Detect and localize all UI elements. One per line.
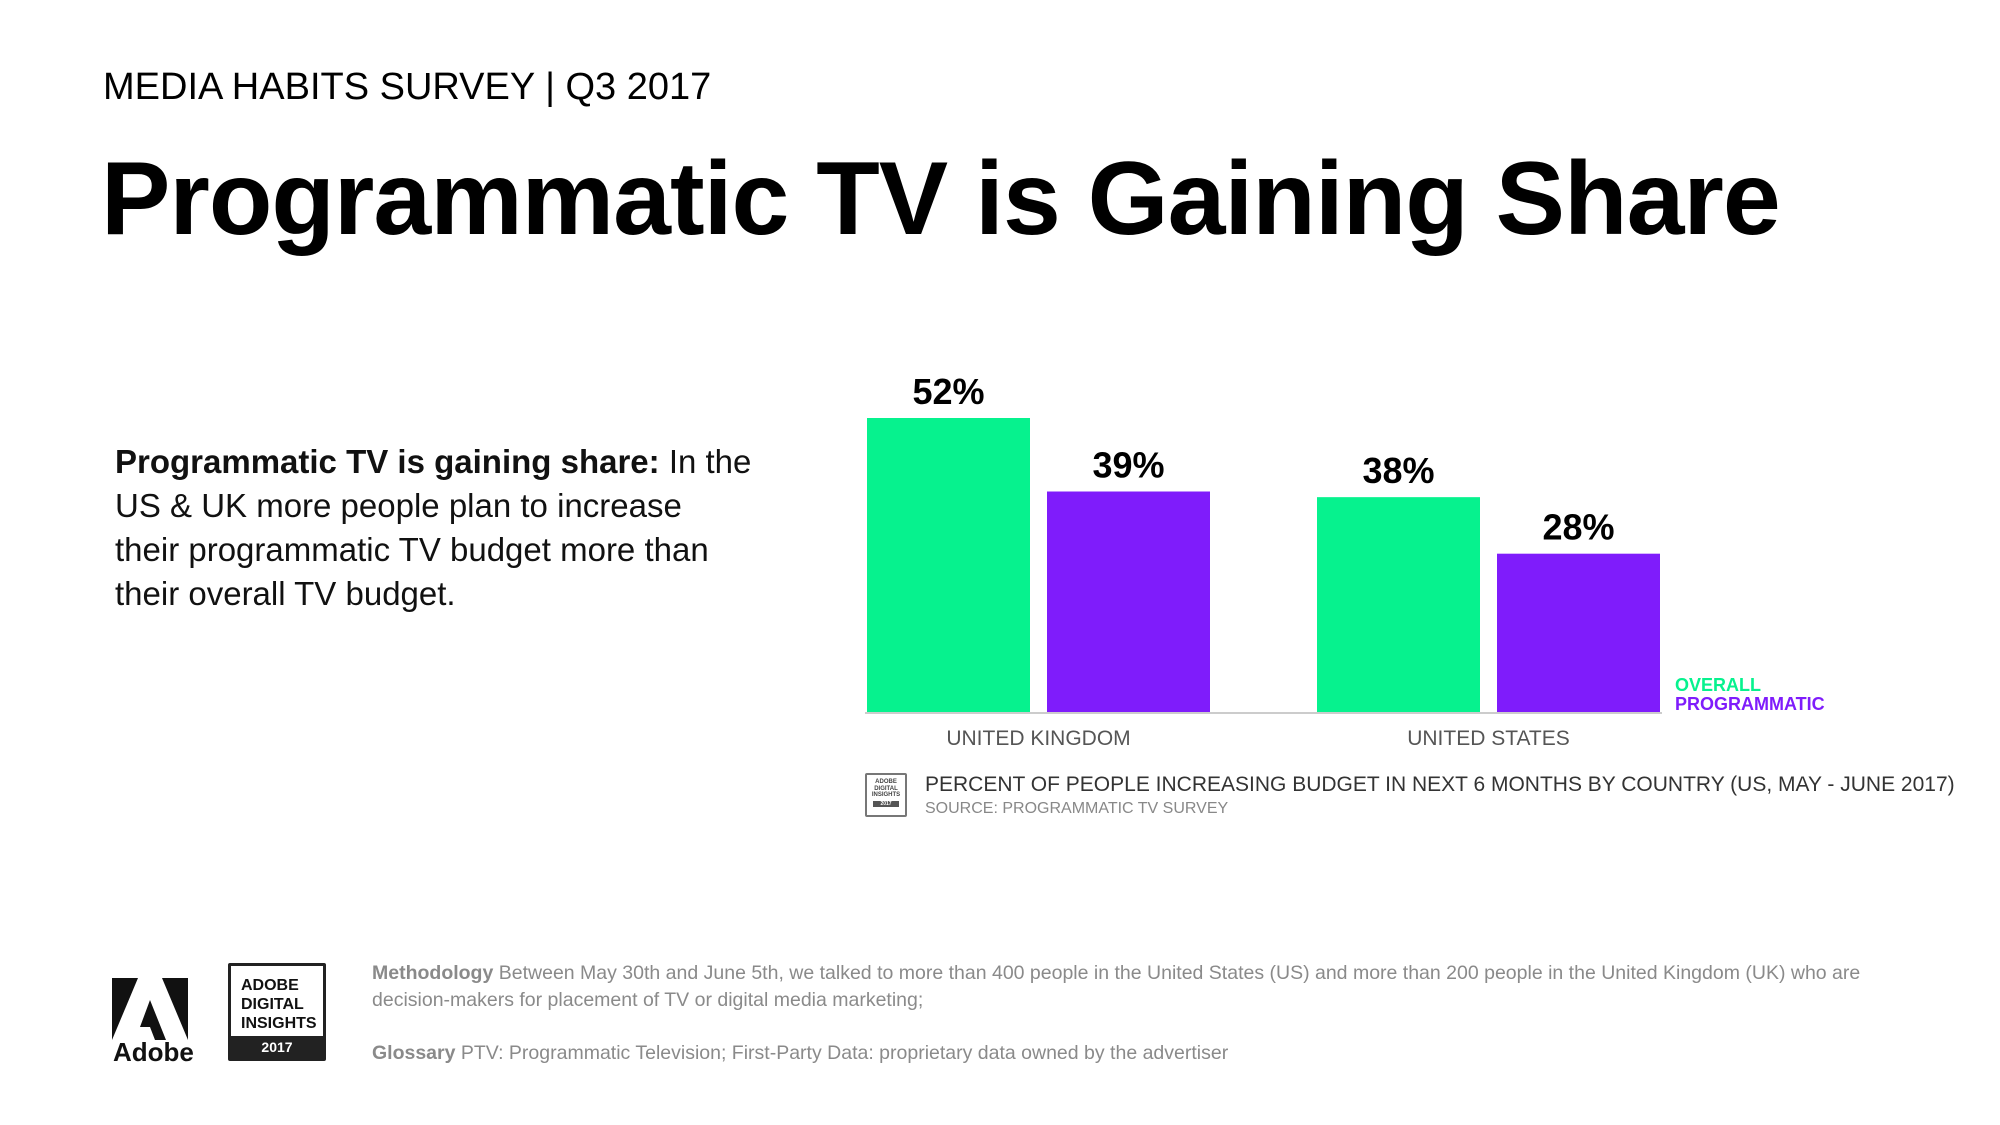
value-label-programmatic-united-states: 28% <box>1542 507 1614 548</box>
value-label-overall-united-states: 38% <box>1362 450 1434 491</box>
adobe-digital-insights-mini-badge-icon: ADOBE DIGITAL INSIGHTS 2017 <box>865 773 907 817</box>
category-label-united-kingdom: UNITED KINGDOM <box>946 727 1130 750</box>
category-label-united-states: UNITED STATES <box>1407 727 1570 750</box>
summary-body: In the US & UK more people plan to incre… <box>115 443 752 612</box>
value-label-programmatic-united-kingdom: 39% <box>1092 445 1164 486</box>
methodology-text: Between May 30th and June 5th, we talked… <box>372 962 1861 1011</box>
adobe-wordmark: Adobe <box>113 1037 194 1067</box>
survey-eyebrow: MEDIA HABITS SURVEY | Q3 2017 <box>103 66 712 108</box>
chart-source: SOURCE: PROGRAMMATIC TV SURVEY <box>925 800 1229 817</box>
legend-overall: OVERALL <box>1675 675 1761 695</box>
glossary-label: Glossary <box>372 1042 456 1064</box>
bar-overall-united-states <box>1317 497 1480 712</box>
glossary-note: Glossary PTV: Programmatic Television; F… <box>372 1040 1912 1067</box>
methodology-label: Methodology <box>372 962 494 984</box>
page-title: Programmatic TV is Gaining Share <box>101 141 1781 257</box>
summary-text: Programmatic TV is gaining share: In the… <box>115 440 755 616</box>
methodology-note: Methodology Between May 30th and June 5t… <box>372 960 1912 1014</box>
value-label-overall-united-kingdom: 52% <box>912 371 984 412</box>
summary-lead: Programmatic TV is gaining share: <box>115 443 660 480</box>
adobe-digital-insights-badge-icon: ADOBE DIGITAL INSIGHTS 2017 <box>228 963 326 1061</box>
bar-programmatic-united-kingdom <box>1047 491 1210 712</box>
bar-overall-united-kingdom <box>867 418 1030 712</box>
adobe-logo-icon <box>112 978 188 1040</box>
bar-programmatic-united-states <box>1497 553 1660 712</box>
glossary-text: PTV: Programmatic Television; First-Part… <box>455 1042 1229 1064</box>
legend-programmatic: PROGRAMMATIC <box>1675 694 1825 714</box>
chart-caption: PERCENT OF PEOPLE INCREASING BUDGET IN N… <box>925 773 1955 796</box>
